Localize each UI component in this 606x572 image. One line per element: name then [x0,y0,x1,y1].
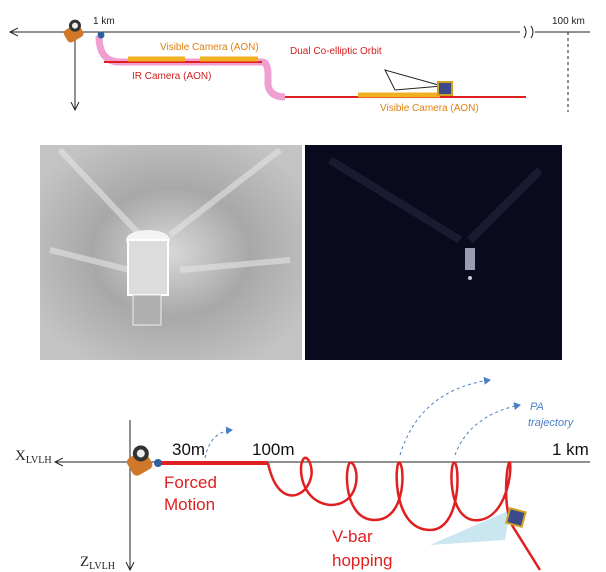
page: 1 km 100 km Visible Camera (AON) IR Came… [0,0,606,572]
label: Motion [164,495,215,514]
chaser-satellite [438,82,452,95]
label: hopping [332,551,393,570]
label: V-bar [332,527,373,546]
vbar-hopping-path [268,458,540,570]
z-axis-label: ZLVLH [80,554,115,572]
label: trajectory [528,417,575,429]
visible-image [305,145,562,360]
start-dot [98,32,105,39]
label: 1 km [93,16,115,27]
target-satellite [60,17,87,43]
bottom-diagram: XLVLH ZLVLH 30m 100m 1 km Forced Motion … [15,380,590,572]
label: PA [530,401,544,413]
target-satellite [122,443,157,478]
pa-arc [455,405,520,455]
pa-arc [205,430,232,458]
top-diagram: 1 km 100 km Visible Camera (AON) IR Came… [10,16,590,114]
label: 100 km [552,16,585,27]
label: LVLH [26,455,52,466]
label: IR Camera (AON) [132,71,211,82]
label: Dual Co-elliptic Orbit [290,46,382,57]
x-axis-label: XLVLH [15,448,52,466]
label: Visible Camera (AON) [380,103,479,114]
label: Z [80,554,89,570]
axis-break [524,26,533,38]
ir-image [40,145,302,360]
label: LVLH [89,561,115,572]
chaser-satellite [506,508,525,527]
label: 1 km [552,440,589,459]
camera-cone [385,70,442,90]
label: Forced [164,473,217,492]
pa-arc [400,380,490,455]
label: 100m [252,440,295,459]
label: X [15,448,26,464]
start-dot [154,459,162,467]
label: 30m [172,440,205,459]
label: Visible Camera (AON) [160,42,259,53]
